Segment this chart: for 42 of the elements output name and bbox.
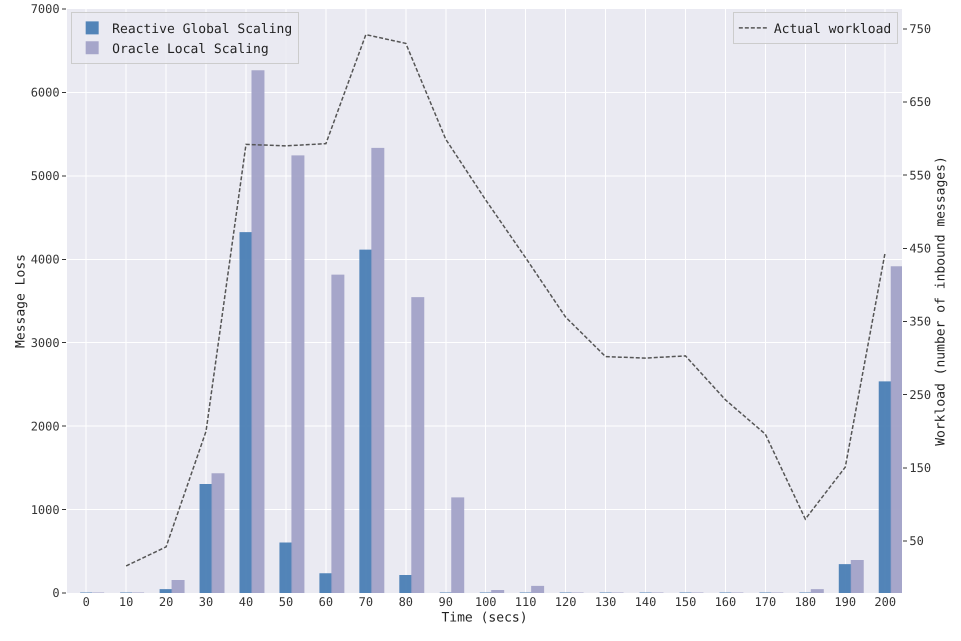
y2-tick-label: 750 (909, 22, 932, 36)
y2-tick-label: 250 (909, 388, 932, 402)
x-tick-label: 100 (474, 595, 497, 609)
x-tick-label: 110 (514, 595, 536, 609)
x-tick-label: 120 (554, 595, 576, 609)
y-tick-label: 3000 (30, 336, 60, 350)
x-tick-label: 160 (714, 595, 736, 609)
x-tick-label: 20 (158, 595, 174, 609)
x-tick-label: 70 (358, 595, 374, 609)
legend-label: Actual workload (774, 22, 892, 37)
y-tick-label: 7000 (30, 2, 60, 16)
x-tick-label: 130 (594, 595, 616, 609)
y2-tick-label: 450 (909, 242, 932, 256)
x-tick-label: 40 (238, 595, 254, 609)
x-tick-label: 170 (754, 595, 776, 609)
legend-label: Reactive Global Scaling (112, 22, 292, 37)
x-tick-label: 0 (82, 595, 90, 609)
legend-label: Oracle Local Scaling (112, 42, 269, 57)
x-tick-label: 30 (198, 595, 214, 609)
x-tick-label: 200 (874, 595, 896, 609)
x-tick-label: 180 (794, 595, 816, 609)
y-tick-label: 6000 (30, 86, 60, 100)
x-tick-label: 140 (634, 595, 656, 609)
x-tick-label: 10 (118, 595, 134, 609)
x-tick-label: 60 (318, 595, 334, 609)
y-axis-title: Message Loss (14, 254, 29, 348)
y-tick-label: 2000 (30, 419, 60, 434)
y-tick-label: 5000 (30, 169, 60, 184)
y2-tick-label: 50 (909, 534, 924, 548)
y2-tick-label: 650 (909, 95, 932, 110)
y2-tick-label: 550 (909, 168, 932, 182)
y2-axis-title: Workload (number of inbound messages) (934, 156, 948, 446)
y2-tick-label: 150 (909, 461, 932, 476)
x-tick-label: 90 (438, 595, 453, 609)
x-tick-label: 80 (398, 595, 414, 609)
x-axis-title: Time (secs) (441, 610, 528, 626)
y-tick-label: 1000 (30, 502, 60, 517)
x-tick-label: 150 (674, 595, 696, 609)
y-tick-label: 4000 (30, 252, 60, 266)
x-tick-label: 190 (834, 595, 856, 609)
x-tick-label: 50 (278, 595, 294, 609)
y2-tick-label: 350 (909, 314, 932, 329)
